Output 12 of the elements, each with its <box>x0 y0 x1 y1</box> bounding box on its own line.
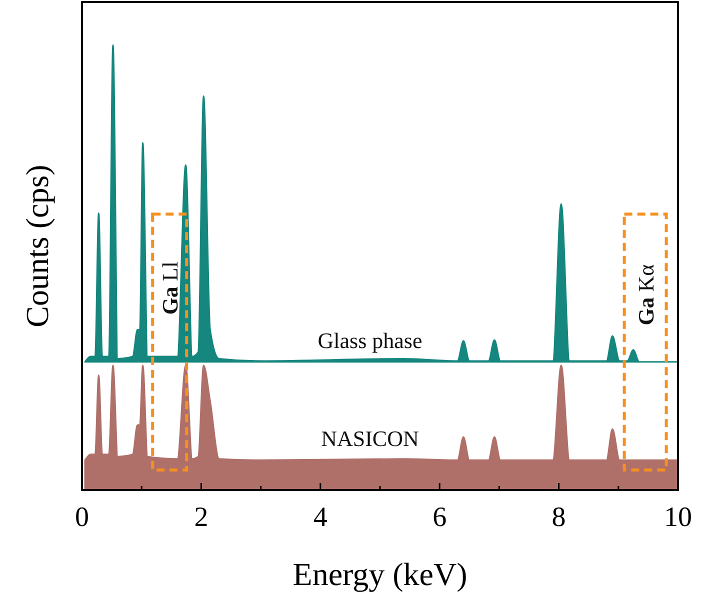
annotation: Ga Kα <box>633 264 658 326</box>
y-axis-title: Counts (cps) <box>19 164 55 328</box>
x-axis-title: Energy (keV) <box>292 556 468 592</box>
x-tick-label: 6 <box>432 502 447 533</box>
x-tick-label: 8 <box>552 502 566 533</box>
series-label: Glass phase <box>318 328 422 353</box>
x-tick-label: 4 <box>313 502 328 533</box>
annotation: Ga Ll <box>158 262 183 315</box>
x-tick-label: 2 <box>194 502 208 533</box>
series-label: NASICON <box>321 426 419 452</box>
x-tick-label: 0 <box>75 502 89 533</box>
x-tick-label: 10 <box>664 502 692 533</box>
